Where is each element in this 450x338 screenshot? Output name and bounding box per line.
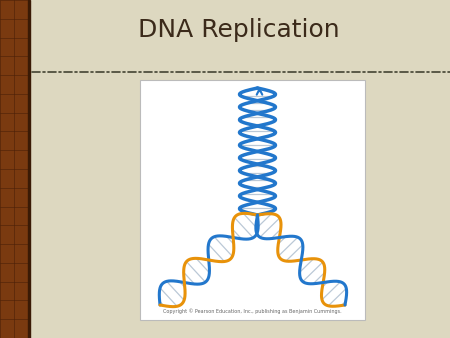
Text: Copyright © Pearson Education, Inc., publishing as Benjamin Cummings.: Copyright © Pearson Education, Inc., pub… <box>163 308 342 314</box>
Text: DNA Replication: DNA Replication <box>138 18 340 42</box>
Bar <box>140 80 365 320</box>
Bar <box>28 0 30 338</box>
Bar <box>0 0 28 338</box>
